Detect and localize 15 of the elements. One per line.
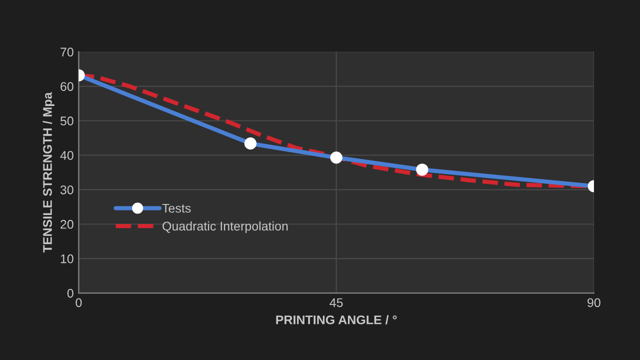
y-tick-label: 70: [60, 48, 74, 56]
y-tick-label: 60: [60, 82, 74, 91]
x-axis-title: PRINTING ANGLE / °: [276, 315, 397, 324]
y-tick-label: 50: [60, 116, 74, 126]
y-tick-label: 20: [60, 220, 74, 229]
y-tick-label: 40: [60, 151, 74, 160]
x-tick-label: 45: [330, 298, 343, 308]
y-tick-label: 30: [60, 185, 74, 194]
y-axis-title: TENSILE STRENGTH / Mpa: [42, 92, 54, 253]
x-tick-label: 90: [588, 298, 600, 308]
x-tick-label: 0: [76, 298, 82, 308]
legend-label: Quadratic Interpolation: [162, 221, 288, 234]
y-tick-label: 0: [67, 288, 74, 298]
y-tick-label: 10: [60, 254, 74, 264]
legend-label: Tests: [162, 204, 191, 213]
